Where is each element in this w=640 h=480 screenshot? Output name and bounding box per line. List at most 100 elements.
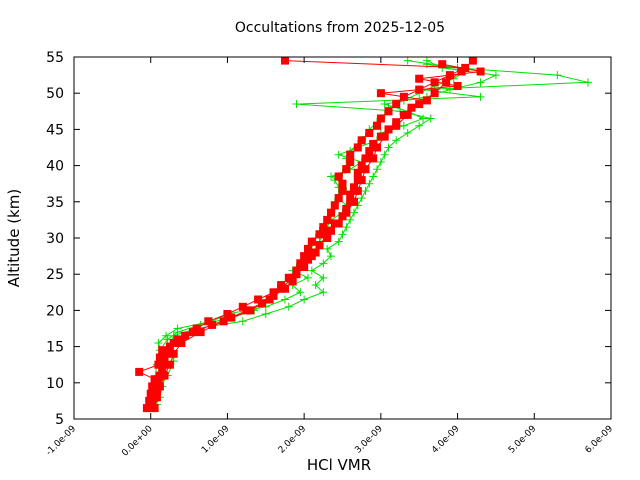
data-point xyxy=(438,60,447,69)
y-tick-label: 25 xyxy=(46,267,64,283)
data-point xyxy=(415,121,424,130)
data-point xyxy=(380,100,389,109)
y-tick-label: 45 xyxy=(46,122,64,138)
data-point xyxy=(376,157,385,166)
x-tick-label: 2.0e-09 xyxy=(277,424,309,456)
data-point xyxy=(373,121,381,130)
data-point xyxy=(155,382,164,391)
data-point xyxy=(280,295,289,304)
series-1-profile-0-line xyxy=(137,60,466,409)
series-1-profile-2-line xyxy=(154,60,474,409)
data-point xyxy=(323,215,332,224)
data-point xyxy=(307,237,316,246)
x-tick-label: 4.0e-09 xyxy=(430,424,462,456)
data-point xyxy=(154,338,163,347)
data-point xyxy=(315,230,324,239)
data-point xyxy=(361,154,370,163)
data-point xyxy=(319,288,328,297)
data-point xyxy=(162,349,171,358)
data-point xyxy=(376,89,385,98)
data-point xyxy=(338,179,347,188)
data-point xyxy=(334,219,343,228)
data-point xyxy=(319,273,328,282)
data-point xyxy=(453,82,462,90)
data-point xyxy=(338,230,347,239)
data-point xyxy=(468,57,477,65)
data-point xyxy=(350,197,358,206)
data-point xyxy=(307,252,316,261)
data-point xyxy=(350,208,359,217)
data-point xyxy=(392,100,401,109)
data-point xyxy=(165,360,174,369)
data-point xyxy=(238,317,247,326)
data-point xyxy=(384,107,393,116)
data-point xyxy=(177,339,186,347)
data-point xyxy=(357,136,366,145)
data-point xyxy=(327,208,335,217)
x-tick-label: -1.0e-09 xyxy=(44,424,78,458)
data-point xyxy=(300,295,309,304)
y-axis-label: Altitude (km) xyxy=(5,189,23,287)
data-point xyxy=(188,328,197,337)
data-point xyxy=(162,331,171,340)
data-point xyxy=(300,263,309,271)
data-point xyxy=(403,110,412,119)
data-point xyxy=(155,371,164,380)
data-point xyxy=(208,320,217,329)
data-point xyxy=(380,150,389,159)
y-tick-label: 35 xyxy=(46,195,64,211)
x-tick-label: 1.0e-09 xyxy=(200,424,232,456)
data-point xyxy=(442,78,451,87)
data-point xyxy=(342,165,351,174)
data-point xyxy=(160,371,169,380)
data-point xyxy=(373,143,381,152)
data-point xyxy=(323,230,332,239)
data-point xyxy=(150,404,159,413)
data-point xyxy=(319,223,328,232)
data-point xyxy=(476,92,485,101)
data-point xyxy=(422,96,431,105)
data-point xyxy=(219,317,228,326)
data-point xyxy=(373,165,382,174)
y-tick-label: 10 xyxy=(46,376,64,392)
data-point xyxy=(334,150,343,159)
data-point xyxy=(365,179,374,188)
data-point xyxy=(296,288,305,297)
series-layer xyxy=(135,57,592,413)
data-point xyxy=(284,302,293,311)
data-point xyxy=(304,244,312,253)
y-tick-label: 5 xyxy=(55,412,64,428)
data-point xyxy=(353,168,362,177)
data-point xyxy=(196,328,205,337)
data-point xyxy=(357,194,366,203)
data-point xyxy=(155,353,164,362)
data-point xyxy=(261,310,270,319)
y-axis: 5 10 15 20 25 30 35 40 45 50 55 xyxy=(46,50,611,428)
data-point xyxy=(281,57,289,65)
data-point xyxy=(361,165,370,174)
y-tick-label: 50 xyxy=(46,86,64,102)
data-point xyxy=(399,121,408,130)
data-point xyxy=(419,114,428,123)
data-point xyxy=(142,404,151,413)
data-point xyxy=(165,342,174,351)
data-point xyxy=(169,349,178,358)
data-point xyxy=(319,259,328,268)
data-point xyxy=(135,367,144,376)
x-tick-label: 6.0e-09 xyxy=(584,424,616,456)
data-point xyxy=(415,100,424,109)
y-tick-label: 15 xyxy=(46,340,64,356)
data-point xyxy=(148,382,157,391)
data-point xyxy=(152,393,161,402)
data-point xyxy=(353,186,362,195)
data-point xyxy=(415,74,424,83)
data-point xyxy=(457,67,466,76)
data-point xyxy=(392,136,401,145)
data-point xyxy=(292,100,301,109)
data-point xyxy=(334,237,343,246)
data-point xyxy=(476,67,485,76)
data-point xyxy=(380,132,389,141)
data-point xyxy=(553,71,562,80)
data-point xyxy=(342,208,351,217)
data-point xyxy=(160,357,169,366)
